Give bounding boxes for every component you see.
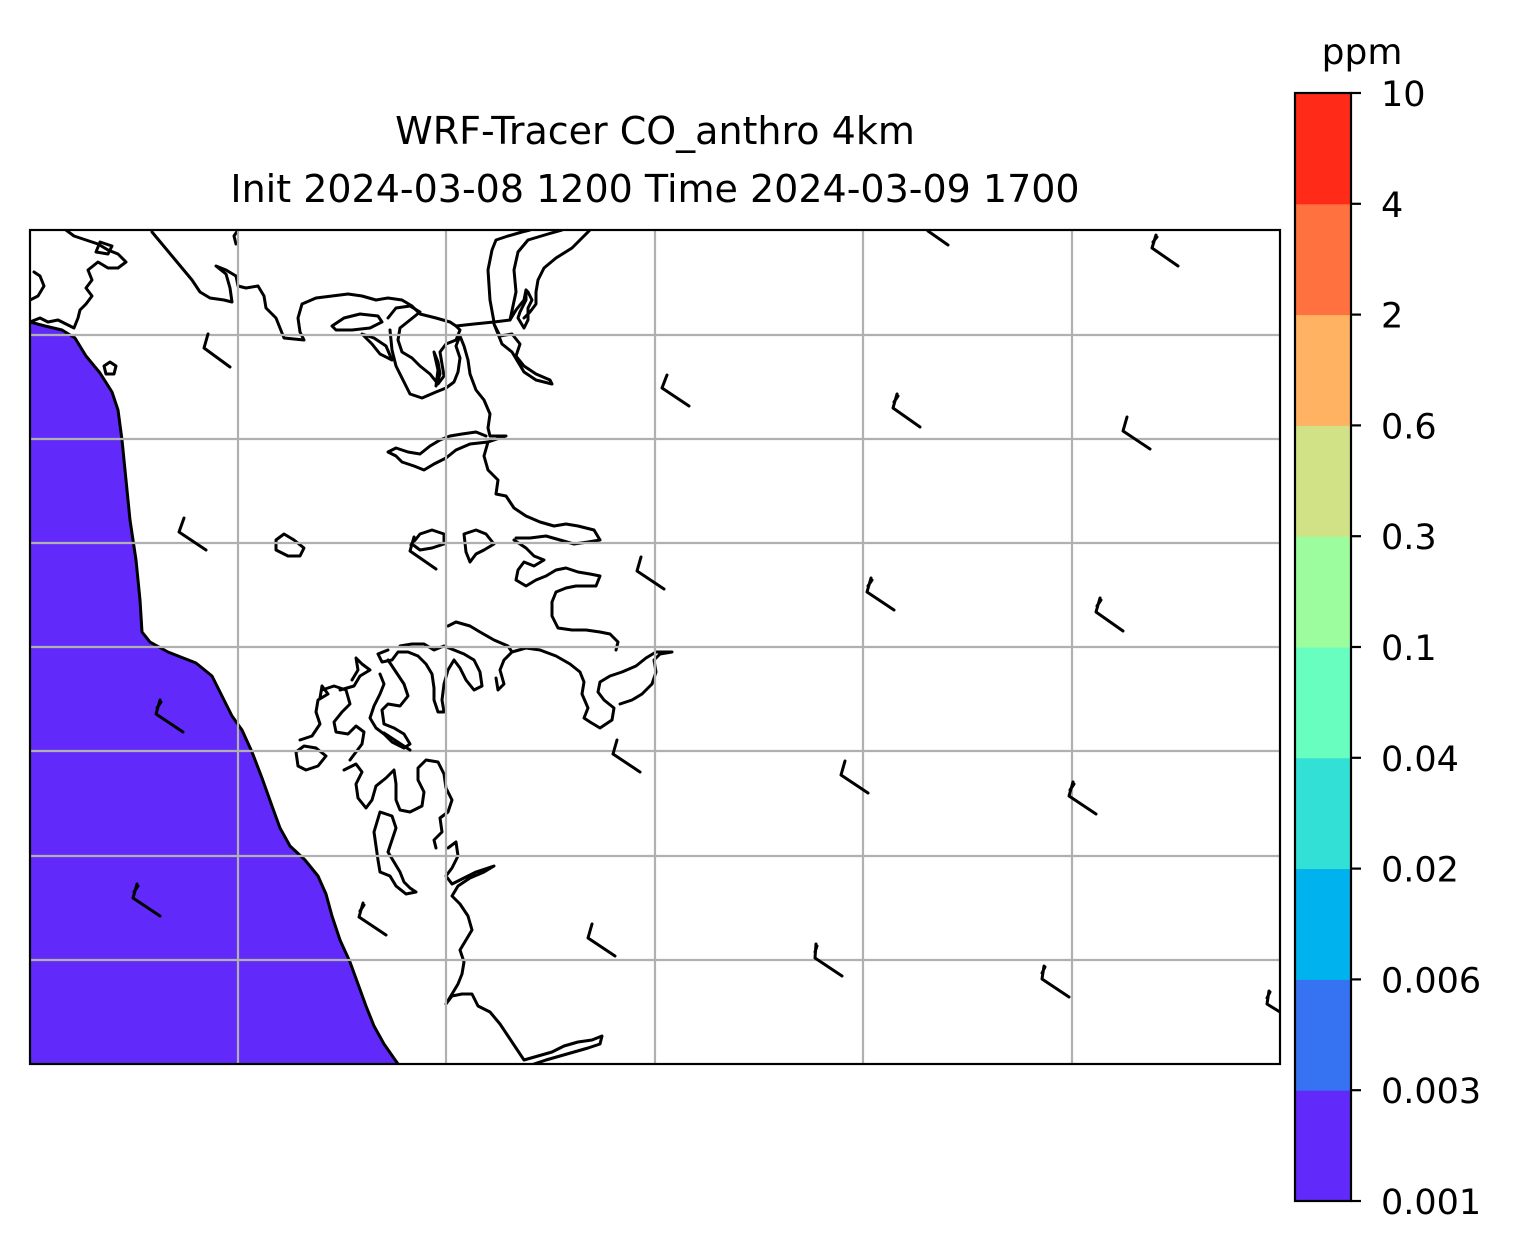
colorbar-tick-label: 2 [1381,297,1403,337]
map-title-line2: Init 2024-03-08 1200 Time 2024-03-09 170… [230,167,1080,211]
coastline [486,230,532,324]
wind-barb [839,759,870,795]
coastline [298,684,330,742]
wind-barb [408,535,438,571]
coastline [342,758,454,850]
wind-barb [357,901,388,937]
map-title-line1: WRF-Tracer CO_anthro 4km [395,109,915,153]
colorbar-tick-label: 0.04 [1381,740,1459,780]
coastline [360,332,394,362]
coastline [30,320,400,1064]
colorbar-tick-label: 4 [1381,186,1403,226]
coastline [386,328,508,472]
colorbar-unit: ppm [1322,32,1403,73]
wind-barb [1265,989,1280,1014]
colorbar-tick-label: 0.006 [1381,961,1481,1001]
coastlines [30,230,674,1064]
wind-barb [865,576,896,612]
coastline [30,270,46,302]
colorbar-tick-label: 0.001 [1381,1183,1481,1223]
colorbar-band [1295,314,1351,426]
colorbar-band [1295,1090,1351,1202]
coastline [462,528,496,564]
wind-barb [660,373,691,408]
coastline [338,656,372,692]
coastline [512,538,620,652]
wind-barb [586,922,617,958]
colorbar-ticks: 0.001 0.003 0.006 0.02 0.04 0.1 0.3 0.6 2 4 10 [1351,75,1481,1223]
coastline [150,230,528,342]
wind-barb [1040,964,1071,999]
coastline [508,230,564,322]
coastline [522,230,592,320]
wind-barb [926,230,950,247]
coastline [516,288,534,330]
wind-barb [1121,415,1152,451]
coastline [94,240,114,256]
colorbar-tick-label: 0.6 [1381,407,1437,447]
map-panel [30,230,1280,1064]
coastline [368,658,412,750]
wind-barb [611,738,642,774]
colorbar-bands [1295,93,1351,1202]
colorbar-tick-label: 0.02 [1381,851,1459,891]
colorbar-tick-label: 0.3 [1381,518,1437,558]
wind-barb [131,882,162,918]
coastline [320,684,366,762]
gridlines [30,230,1280,1064]
wind-barb [891,392,922,429]
wind-barb [1150,233,1180,268]
wind-barb [813,942,844,978]
coastline [410,528,446,552]
wind-barb [202,332,232,369]
wind-barb [1094,596,1125,633]
coastline [372,810,418,896]
colorbar-band [1295,93,1351,205]
coastline [274,532,306,558]
coastline [30,230,128,330]
coastline [330,312,384,332]
colorbar-tick-label: 0.1 [1381,629,1437,669]
wind-barbs [131,230,1280,1014]
coastline [494,650,514,692]
colorbar-band [1295,757,1351,870]
wind-barb [635,555,666,591]
colorbar-band [1295,979,1351,1091]
coastline [102,360,118,376]
colorbar: 0.001 0.003 0.006 0.02 0.04 0.1 0.3 0.6 2 4 10 ppm [1293,32,1481,1223]
coastline [492,322,554,386]
colorbar-band [1295,647,1351,759]
wind-barb [154,698,185,734]
coastline [432,350,442,388]
map-frame [28,228,1282,1066]
colorbar-band [1295,203,1351,316]
colorbar-band [1295,536,1351,648]
colorbar-tick-label: 0.003 [1381,1072,1481,1112]
wind-barb [177,516,208,552]
colorbar-band [1295,868,1351,980]
coastline [232,230,240,246]
wind-barb [382,731,412,752]
colorbar-tick-label: 10 [1381,75,1426,115]
coastline [294,744,328,772]
colorbar-band [1295,425,1351,537]
wind-barb [1067,780,1098,816]
coastline [482,440,602,546]
co-concentration-shading [30,322,398,1064]
coastline [444,840,604,1064]
